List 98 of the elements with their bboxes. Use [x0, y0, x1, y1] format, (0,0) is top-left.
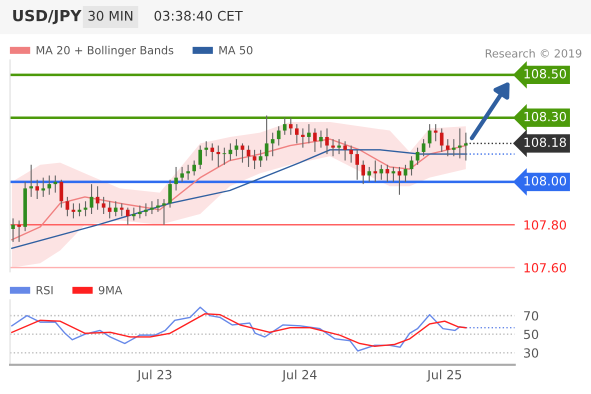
legend-label: RSI [36, 286, 53, 294]
ref-line-label: 108.30 [524, 112, 566, 122]
candlestick [66, 196, 70, 217]
y-tick-label: 107.60 [524, 263, 566, 273]
text: 03:38:40 CET [154, 10, 243, 21]
candlestick [47, 174, 52, 196]
candlestick [398, 166, 402, 196]
candlestick [228, 142, 232, 162]
line-series [11, 149, 467, 250]
ref-line-label: 108.50 [524, 69, 566, 79]
candlestick [17, 220, 21, 242]
candlestick [295, 124, 299, 144]
candlestick [96, 186, 100, 210]
candlestick [367, 166, 372, 182]
candlestick [252, 149, 256, 170]
candlestick [288, 117, 293, 136]
line-series [11, 138, 467, 240]
candlestick [108, 200, 112, 219]
candlestick [464, 132, 468, 162]
candlestick [325, 128, 329, 155]
candlestick [380, 164, 384, 180]
candlestick [120, 202, 124, 217]
candlestick [60, 179, 64, 208]
candlestick [331, 138, 335, 157]
candlestick [216, 144, 220, 168]
candlestick [114, 200, 118, 217]
candlestick [458, 128, 462, 159]
candlestick [361, 160, 366, 185]
candlestick [150, 200, 154, 215]
candlestick [192, 160, 196, 176]
candlestick [416, 147, 420, 166]
candlestick [41, 177, 46, 198]
candlestick [410, 156, 414, 176]
candlestick [307, 124, 311, 144]
candlestick [373, 160, 378, 182]
candlestick [198, 144, 202, 170]
legend-label: MA 20 + Bollinger Bands [36, 46, 174, 57]
candlestick [210, 142, 214, 162]
candlestick [264, 115, 268, 162]
legend-label: MA 50 [219, 46, 252, 54]
candlestick [138, 204, 142, 219]
y-tick-label: 50 [524, 330, 538, 340]
candlestick [162, 198, 166, 226]
candlestick [392, 166, 396, 182]
candlestick [270, 132, 274, 157]
candlestick [168, 179, 172, 208]
candlestick [319, 130, 323, 148]
y-tick-label: 30 [524, 348, 538, 358]
y-tick-label: 107.80 [524, 220, 566, 230]
line-series [11, 313, 467, 347]
candlestick [90, 184, 94, 215]
x-tick-label: Jul 25 [426, 370, 462, 382]
candlestick [204, 140, 208, 157]
candlestick [386, 164, 390, 182]
chart-title: USD/JPY [13, 10, 82, 24]
candlestick [84, 200, 88, 217]
candlestick [313, 128, 317, 153]
candlestick [422, 138, 426, 157]
candlestick [240, 142, 244, 164]
x-tick-label: Jul 24 [282, 370, 317, 382]
ref-line-label: 108.00 [524, 176, 566, 186]
candlestick [276, 126, 281, 146]
candlestick [301, 128, 305, 148]
candlestick [234, 138, 238, 157]
legend-label: 9MA [98, 286, 122, 294]
y-tick-label: 70 [524, 311, 538, 321]
candlestick [428, 124, 432, 148]
candlestick [174, 166, 178, 192]
candlestick [72, 202, 76, 219]
candlestick [404, 164, 408, 182]
candlestick [222, 147, 226, 166]
candlestick [144, 202, 148, 217]
candlestick [11, 218, 15, 242]
candlestick [102, 196, 106, 215]
candlestick [446, 138, 450, 157]
candlestick [282, 117, 287, 136]
candlestick [434, 124, 438, 142]
candlestick [258, 149, 262, 168]
x-tick-label: Jul 23 [136, 370, 172, 382]
candlestick [452, 138, 456, 157]
candlestick [349, 144, 353, 164]
candlestick [35, 179, 40, 200]
candlestick [29, 164, 33, 198]
candlestick [126, 207, 130, 226]
candlestick [180, 166, 184, 182]
candlestick [355, 149, 359, 180]
candlestick [343, 140, 347, 162]
candlestick [186, 164, 190, 180]
chart-subtitle: 30 MIN [88, 10, 132, 21]
candlestick [132, 207, 136, 222]
candlestick [246, 144, 250, 168]
ref-line-label: 108.18 [524, 138, 566, 148]
candlestick [54, 174, 58, 194]
candlestick [440, 128, 444, 153]
candlestick [78, 202, 82, 217]
candlestick [156, 198, 160, 212]
candlestick [337, 138, 341, 155]
text: Research © 2019 [486, 48, 582, 58]
